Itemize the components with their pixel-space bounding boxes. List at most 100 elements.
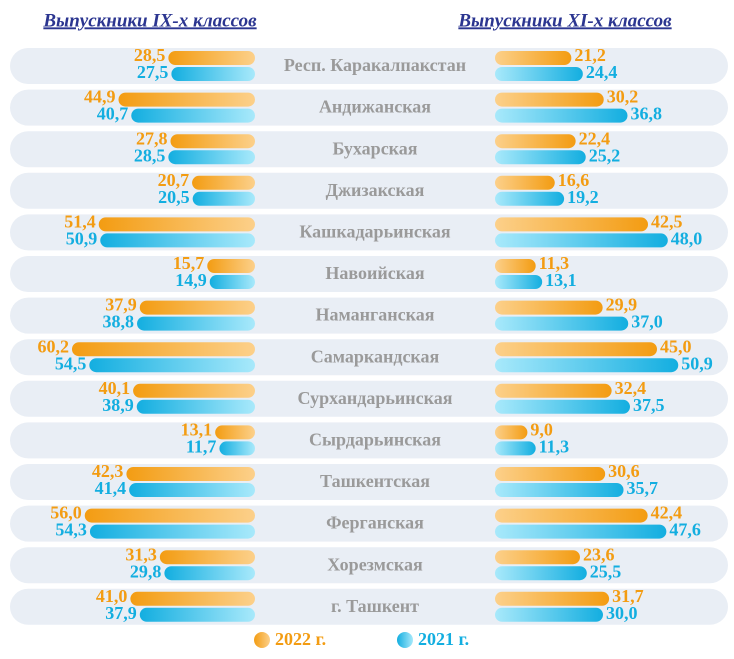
- bar: [131, 108, 255, 123]
- value-label: 21,2: [574, 45, 606, 65]
- value-label: 37,0: [631, 312, 663, 332]
- value-label: 20,7: [158, 170, 190, 190]
- value-label: 15,7: [173, 253, 205, 273]
- left-title: Выпускники IX-х классов: [42, 10, 257, 31]
- bar: [98, 217, 255, 232]
- value-label: 29,9: [606, 295, 638, 315]
- value-label: 14,9: [175, 270, 207, 290]
- bar: [159, 550, 255, 565]
- value-label: 41,4: [95, 478, 127, 498]
- category-label: Ташкентская: [320, 471, 430, 491]
- bar: [133, 383, 255, 398]
- value-label: 25,2: [589, 145, 621, 165]
- value-label: 54,3: [55, 520, 87, 540]
- bar: [495, 233, 668, 248]
- value-label: 31,3: [125, 544, 157, 564]
- bar: [495, 358, 679, 373]
- value-label: 37,9: [105, 603, 137, 623]
- bar: [495, 399, 630, 414]
- bar: [129, 483, 255, 497]
- category-label: Андижанская: [319, 97, 431, 117]
- value-label: 38,8: [103, 312, 135, 332]
- row-background: [10, 256, 728, 292]
- value-label: 24,4: [586, 62, 618, 82]
- bar: [192, 191, 255, 206]
- value-label: 20,5: [158, 187, 190, 207]
- legend-label: 2021 г.: [418, 629, 469, 649]
- bar: [495, 300, 603, 315]
- bar: [495, 217, 648, 232]
- value-label: 28,5: [134, 45, 166, 65]
- bar: [495, 550, 580, 565]
- bar: [495, 175, 555, 190]
- bar: [100, 233, 255, 248]
- bar: [168, 150, 255, 165]
- value-label: 51,4: [64, 212, 96, 232]
- category-label: Респ. Каракалпакстан: [284, 55, 466, 75]
- row-background: [10, 422, 728, 459]
- value-label: 11,3: [539, 437, 570, 457]
- bar: [495, 259, 536, 273]
- value-label: 30,6: [608, 461, 640, 481]
- bar: [495, 383, 612, 398]
- value-label: 40,1: [99, 378, 131, 398]
- value-label: 38,9: [102, 395, 134, 415]
- legend-label: 2022 г.: [275, 629, 326, 649]
- bar: [209, 275, 255, 289]
- bar: [495, 342, 657, 357]
- bar: [495, 316, 629, 331]
- value-label: 42,4: [651, 503, 683, 523]
- value-label: 54,5: [55, 353, 87, 373]
- bar: [495, 67, 583, 81]
- bar: [495, 566, 587, 581]
- bar: [219, 441, 255, 456]
- bar: [170, 134, 255, 149]
- bar: [495, 134, 576, 149]
- value-label: 25,5: [590, 561, 622, 581]
- bar: [495, 483, 624, 497]
- bar: [71, 342, 255, 357]
- category-label: Наманганская: [316, 305, 435, 325]
- category-label: Джизакская: [326, 180, 425, 200]
- bar: [139, 300, 255, 315]
- category-label: Бухарская: [332, 138, 417, 158]
- value-label: 37,5: [633, 395, 665, 415]
- bar: [495, 441, 536, 456]
- bar: [164, 566, 255, 581]
- value-label: 50,9: [66, 229, 98, 249]
- bar: [126, 467, 256, 481]
- bar: [137, 316, 255, 331]
- category-label: Навоийская: [325, 263, 424, 283]
- bar: [495, 150, 586, 165]
- bar: [118, 92, 255, 107]
- legend-marker: [397, 632, 413, 648]
- value-label: 11,7: [186, 437, 217, 457]
- value-label: 28,5: [134, 145, 166, 165]
- bar: [495, 467, 606, 481]
- value-label: 9,0: [530, 420, 553, 440]
- value-label: 30,0: [606, 603, 638, 623]
- bar: [89, 358, 255, 373]
- bar: [168, 51, 255, 65]
- value-label: 27,8: [136, 128, 168, 148]
- value-label: 30,2: [607, 87, 639, 107]
- bar: [215, 425, 255, 440]
- bar: [495, 524, 667, 539]
- value-label: 22,4: [579, 128, 611, 148]
- bar: [495, 51, 572, 65]
- value-label: 40,7: [97, 104, 129, 124]
- value-label: 56,0: [50, 503, 82, 523]
- value-label: 42,5: [651, 212, 683, 232]
- value-label: 60,2: [37, 336, 69, 356]
- bar: [89, 524, 255, 539]
- bar: [207, 259, 255, 273]
- bar: [495, 191, 565, 206]
- bar: [495, 92, 604, 107]
- legend-marker: [254, 632, 270, 648]
- bar: [84, 508, 255, 523]
- value-label: 13,1: [545, 270, 577, 290]
- bar: [495, 591, 610, 606]
- value-label: 19,2: [567, 187, 599, 207]
- bar: [495, 275, 543, 289]
